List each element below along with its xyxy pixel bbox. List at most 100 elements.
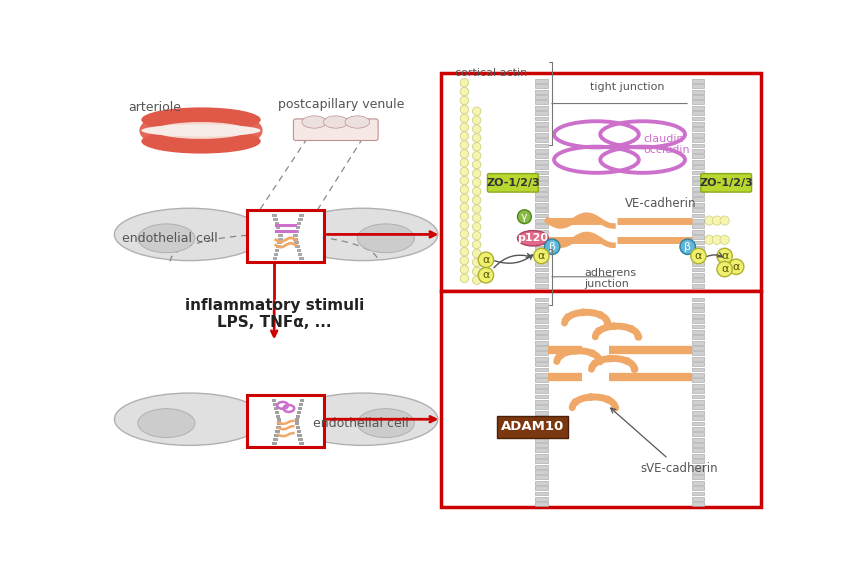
Bar [535,330,548,333]
Bar [692,278,704,282]
Bar [692,330,704,333]
Circle shape [460,96,469,105]
Bar [535,373,548,377]
Circle shape [712,235,722,245]
Bar [276,226,280,229]
Text: endothelial cell: endothelial cell [313,417,408,429]
Circle shape [720,235,729,245]
Bar [692,224,704,228]
Circle shape [460,239,469,247]
Bar [295,422,299,425]
Circle shape [460,257,469,265]
FancyBboxPatch shape [700,173,751,192]
Bar [272,399,277,402]
Bar [535,351,548,355]
Bar [692,319,704,323]
Bar [277,241,282,245]
Bar [535,427,548,430]
Bar [535,197,548,201]
Circle shape [473,249,481,258]
Bar [296,226,300,229]
Bar [692,90,704,94]
Circle shape [564,313,572,321]
Bar [296,411,302,414]
Bar [535,454,548,457]
Circle shape [717,261,733,277]
Bar [535,319,548,323]
Circle shape [717,249,733,263]
Bar [274,411,279,414]
Bar [535,187,548,191]
Bar [692,181,704,185]
Bar [535,465,548,468]
Bar [274,434,279,437]
Bar [692,246,704,250]
Bar [535,203,548,207]
Bar [535,324,548,328]
Bar [692,214,704,218]
Bar [299,215,304,218]
Bar [299,257,303,260]
Bar [692,394,704,398]
Bar [273,403,278,406]
Ellipse shape [357,224,414,253]
Text: arteriole: arteriole [128,100,181,114]
Bar [535,100,548,104]
Bar [692,378,704,382]
Bar [692,122,704,126]
Bar [692,95,704,99]
Bar [277,422,281,425]
Circle shape [473,223,481,231]
Circle shape [460,274,469,282]
Bar [273,218,278,222]
Bar [692,176,704,180]
Bar [692,106,704,110]
FancyArrowPatch shape [494,254,531,267]
Bar [692,138,704,142]
Ellipse shape [357,409,414,437]
Bar [692,384,704,387]
Circle shape [705,235,714,245]
Circle shape [473,107,481,115]
Circle shape [630,365,638,373]
Ellipse shape [141,125,261,137]
Ellipse shape [141,107,261,132]
Bar [692,133,704,137]
Bar [535,192,548,196]
Text: VE-cadherin: VE-cadherin [625,197,696,210]
Bar [247,394,325,447]
Bar [535,219,548,223]
Ellipse shape [138,409,195,437]
Circle shape [473,116,481,125]
Bar [535,459,548,463]
Bar [272,441,277,445]
Circle shape [556,352,564,359]
Bar [535,308,548,312]
Bar [692,454,704,457]
Bar [535,208,548,212]
Ellipse shape [324,116,348,128]
Circle shape [473,178,481,187]
Circle shape [473,267,481,276]
Bar [692,165,704,169]
Bar [294,241,299,245]
Bar [273,438,278,441]
Bar [692,443,704,447]
Bar [535,214,548,218]
Polygon shape [199,120,204,141]
Circle shape [460,132,469,140]
Circle shape [627,325,635,332]
Bar [535,170,548,174]
Bar [692,197,704,201]
Bar [535,278,548,282]
Circle shape [572,398,579,406]
Ellipse shape [140,108,262,153]
Bar [296,414,301,418]
Bar [273,407,279,410]
Text: α: α [721,264,728,274]
Text: cortical actin: cortical actin [455,68,527,78]
Bar [296,249,302,252]
Text: α: α [733,262,740,272]
Bar [692,400,704,404]
Bar [293,238,297,241]
